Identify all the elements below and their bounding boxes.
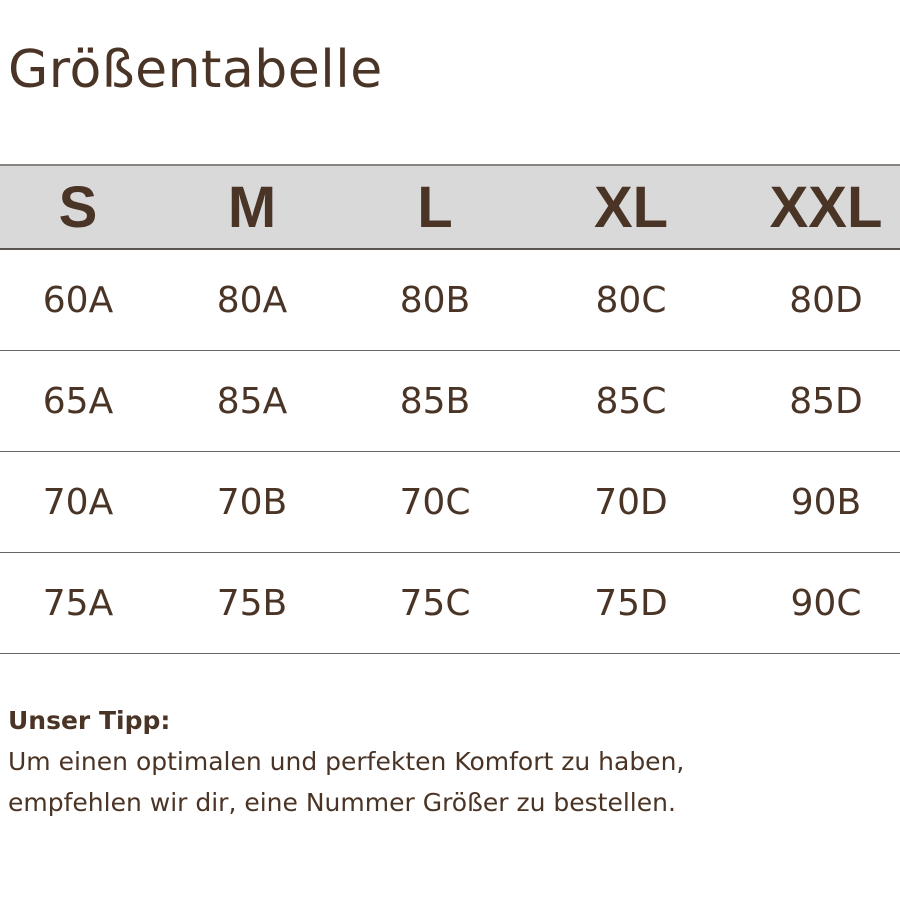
table-row: 65A 85A 85B 85C 85D (0, 351, 900, 452)
column-header: XXL (769, 174, 883, 240)
table-cell: 90B (790, 481, 862, 523)
tip-line: empfehlen wir dir, eine Nummer Größer zu… (8, 788, 676, 817)
table-header: S M L XL XXL (0, 164, 900, 250)
table-cell: 65A (42, 380, 114, 422)
column-header: M (227, 174, 277, 240)
table-cell: 85B (399, 380, 471, 422)
tip-line: Um einen optimalen und perfekten Komfort… (8, 747, 685, 776)
column-header: XL (593, 174, 669, 240)
table-cell: 80B (399, 279, 471, 321)
table-cell: 90C (790, 582, 862, 624)
table-cell: 70A (42, 481, 114, 523)
tip-section: Unser Tipp: Um einen optimalen und perfe… (8, 700, 684, 823)
table-row: 60A 80A 80B 80C 80D (0, 250, 900, 351)
table-cell: 75C (399, 582, 471, 624)
table-cell: 80A (216, 279, 288, 321)
table-cell: 70B (216, 481, 288, 523)
table-cell: 70C (399, 481, 471, 523)
table-cell: 70D (594, 481, 668, 523)
table-row: 75A 75B 75C 75D 90C (0, 553, 900, 654)
table-cell: 75A (42, 582, 114, 624)
column-header: L (417, 174, 453, 240)
size-table: S M L XL XXL 60A 80A 80B 80C 80D 65A 85A 85B 85C 85D 7… (0, 164, 900, 654)
tip-heading: Unser Tipp: (8, 706, 171, 735)
table-cell: 85D (789, 380, 863, 422)
table-cell: 75D (594, 582, 668, 624)
table-row: 70A 70B 70C 70D 90B (0, 452, 900, 553)
column-header: S (58, 174, 98, 240)
table-cell: 85A (216, 380, 288, 422)
table-cell: 85C (595, 380, 667, 422)
page-title: Größentabelle (8, 40, 383, 100)
table-cell: 80D (789, 279, 863, 321)
table-cell: 80C (595, 279, 667, 321)
table-cell: 60A (42, 279, 114, 321)
table-cell: 75B (216, 582, 288, 624)
